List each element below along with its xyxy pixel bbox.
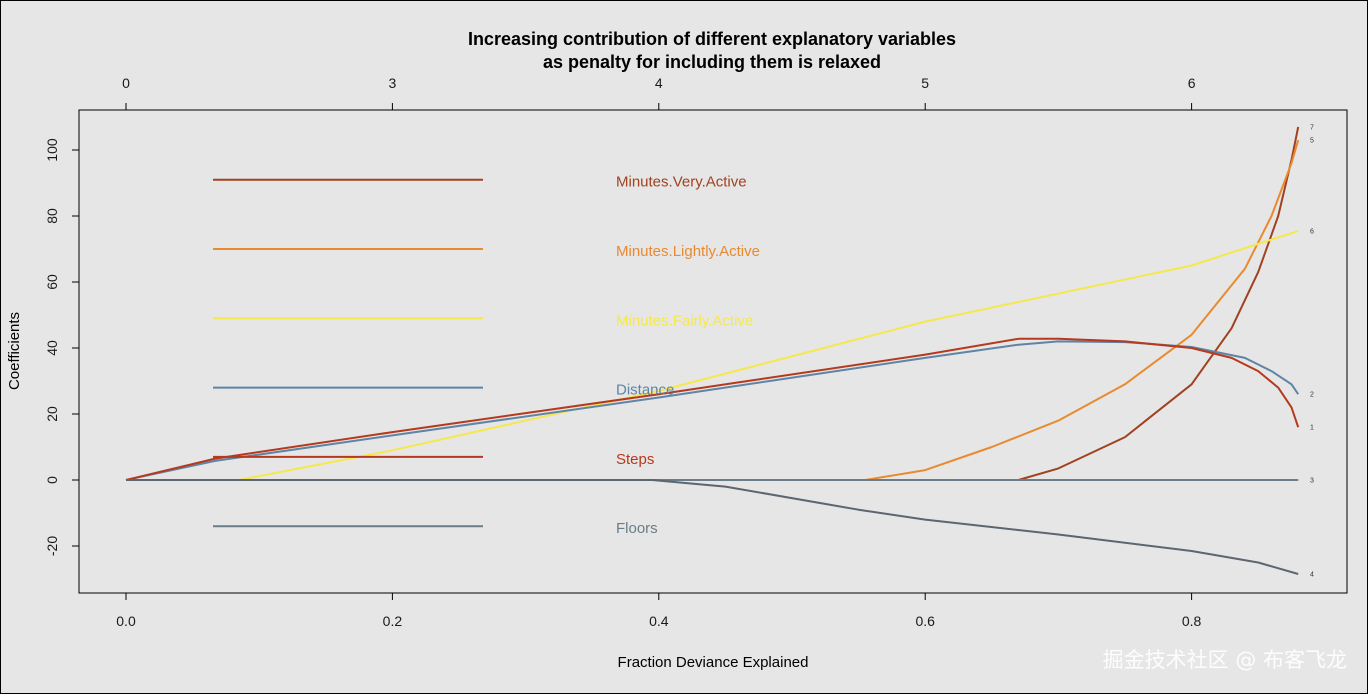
series-line-4 [125, 340, 1300, 481]
series-end-label: 4 [1310, 572, 1314, 579]
series-end-label: 3 [1310, 478, 1314, 485]
top-tick-label: 3 [389, 75, 397, 91]
watermark-text: 掘金技术社区 @ 布客飞龙 [1103, 648, 1347, 672]
legend: Minutes.Very.Active Minutes.Lightly.Activ… [213, 174, 760, 537]
chart-title-line-1: Increasing contribution of different exp… [468, 29, 956, 49]
x-tick-label: 0.4 [649, 613, 669, 629]
legend-label: Distance [616, 382, 674, 399]
series-lines [125, 126, 1300, 575]
series-line-1 [126, 126, 1300, 481]
top-tick-label: 0 [122, 75, 130, 91]
plot-frame [78, 109, 1348, 594]
series-end-label: 1 [1310, 425, 1314, 432]
y-tick-label: 0 [44, 476, 60, 484]
top-tick-label: 5 [921, 75, 929, 91]
legend-label: Minutes.Very.Active [616, 174, 747, 191]
series-line-2 [126, 139, 1300, 481]
top-tick-label: 6 [1188, 75, 1196, 91]
y-tick-label: 20 [44, 406, 60, 422]
legend-label: Minutes.Lightly.Active [616, 243, 760, 260]
x-tick-label: 0.2 [383, 613, 403, 629]
series-end-label: 7 [1310, 124, 1314, 131]
series-end-labels: 7 5 6 2 1 3 4 [1310, 124, 1314, 578]
series-end-label: 6 [1310, 228, 1314, 235]
x-tick-label: 0.8 [1182, 613, 1202, 629]
y-tick-label: 100 [44, 138, 60, 162]
legend-label: Minutes.Fairly.Active [616, 312, 753, 329]
y-tick-label: 60 [44, 274, 60, 290]
legend-label: Steps [616, 451, 654, 468]
chart-title-line-2: as penalty for including them is relaxed [543, 52, 881, 72]
series-end-label: 2 [1310, 392, 1314, 399]
y-axis-label: Coefficients [6, 312, 23, 390]
series-end-label: 5 [1310, 138, 1314, 145]
x-axis-label: Fraction Deviance Explained [618, 654, 809, 671]
series-line-5 [125, 337, 1300, 481]
series-line-7 [126, 479, 1299, 575]
y-tick-label: 40 [44, 340, 60, 356]
y-tick-label: -20 [44, 536, 60, 556]
x-tick-label: 0.0 [116, 613, 136, 629]
x-tick-label: 0.6 [915, 613, 935, 629]
y-tick-label: 80 [44, 208, 60, 224]
top-tick-label: 4 [655, 75, 663, 91]
legend-label: Floors [616, 520, 658, 537]
